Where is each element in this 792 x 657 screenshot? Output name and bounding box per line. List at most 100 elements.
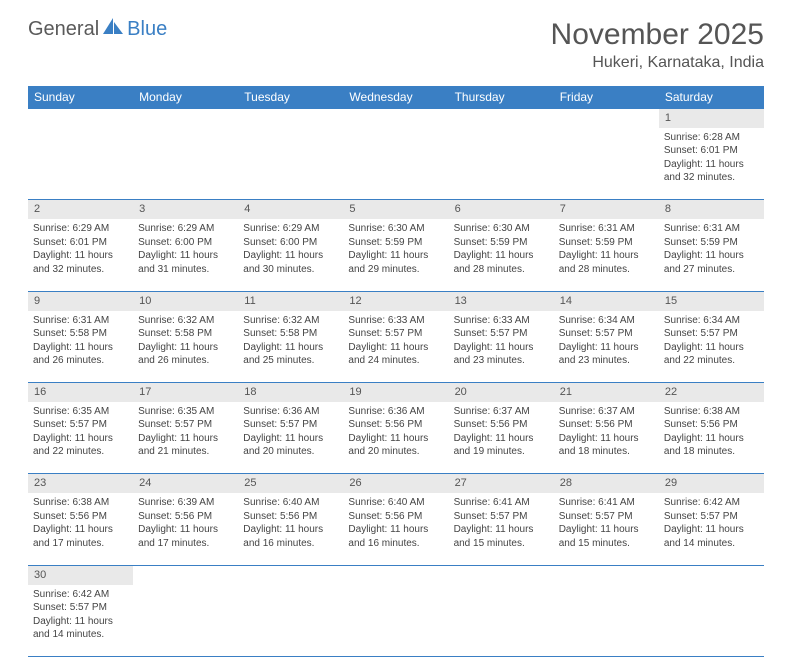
day-cell: [343, 585, 448, 657]
sunrise-text: Sunrise: 6:38 AM: [33, 496, 128, 510]
day-cell: Sunrise: 6:29 AMSunset: 6:01 PMDaylight:…: [28, 219, 133, 291]
day-cell: Sunrise: 6:30 AMSunset: 5:59 PMDaylight:…: [449, 219, 554, 291]
day-number-cell: 1: [659, 109, 764, 128]
daylight-text-1: Daylight: 11 hours: [559, 432, 654, 446]
sunrise-text: Sunrise: 6:33 AM: [454, 314, 549, 328]
daylight-text-1: Daylight: 11 hours: [243, 523, 338, 537]
day-number-cell: 26: [343, 474, 448, 493]
day-number-cell: [28, 109, 133, 128]
sunrise-text: Sunrise: 6:29 AM: [138, 222, 233, 236]
sail-icon: [103, 18, 125, 41]
day-number-cell: 4: [238, 200, 343, 219]
sunset-text: Sunset: 5:56 PM: [138, 510, 233, 524]
day-number-cell: 20: [449, 383, 554, 402]
daylight-text-2: and 14 minutes.: [33, 628, 128, 642]
day-cell: Sunrise: 6:31 AMSunset: 5:59 PMDaylight:…: [554, 219, 659, 291]
daylight-text-2: and 32 minutes.: [33, 263, 128, 277]
day-number-cell: 30: [28, 565, 133, 584]
sunset-text: Sunset: 5:57 PM: [243, 418, 338, 432]
day-number-cell: 25: [238, 474, 343, 493]
daynum-row: 23242526272829: [28, 474, 764, 493]
sunrise-text: Sunrise: 6:41 AM: [454, 496, 549, 510]
daylight-text-1: Daylight: 11 hours: [454, 432, 549, 446]
sunrise-text: Sunrise: 6:40 AM: [243, 496, 338, 510]
sunset-text: Sunset: 5:57 PM: [559, 327, 654, 341]
location-text: Hukeri, Karnataka, India: [551, 54, 764, 72]
day-number-cell: 8: [659, 200, 764, 219]
day-cell: [28, 128, 133, 200]
day-number-cell: [133, 109, 238, 128]
daylight-text-1: Daylight: 11 hours: [33, 249, 128, 263]
sunrise-text: Sunrise: 6:32 AM: [243, 314, 338, 328]
day-cell: Sunrise: 6:41 AMSunset: 5:57 PMDaylight:…: [449, 493, 554, 565]
brand-part2: Blue: [127, 18, 167, 41]
day-number-cell: [238, 565, 343, 584]
daylight-text-1: Daylight: 11 hours: [348, 249, 443, 263]
day-number-cell: [238, 109, 343, 128]
weekday-header: Tuesday: [238, 86, 343, 109]
sunset-text: Sunset: 5:56 PM: [348, 510, 443, 524]
daylight-text-1: Daylight: 11 hours: [33, 341, 128, 355]
day-cell: Sunrise: 6:37 AMSunset: 5:56 PMDaylight:…: [554, 402, 659, 474]
daylight-text-1: Daylight: 11 hours: [138, 432, 233, 446]
day-number-cell: 16: [28, 383, 133, 402]
day-number-cell: 12: [343, 291, 448, 310]
day-number-cell: 10: [133, 291, 238, 310]
daylight-text-2: and 24 minutes.: [348, 354, 443, 368]
daylight-text-2: and 23 minutes.: [559, 354, 654, 368]
weekday-header: Thursday: [449, 86, 554, 109]
sunrise-text: Sunrise: 6:35 AM: [138, 405, 233, 419]
weekday-header-row: Sunday Monday Tuesday Wednesday Thursday…: [28, 86, 764, 109]
week-row: Sunrise: 6:42 AMSunset: 5:57 PMDaylight:…: [28, 585, 764, 657]
sunrise-text: Sunrise: 6:28 AM: [664, 131, 759, 145]
day-cell: Sunrise: 6:31 AMSunset: 5:58 PMDaylight:…: [28, 311, 133, 383]
daylight-text-2: and 31 minutes.: [138, 263, 233, 277]
daylight-text-2: and 27 minutes.: [664, 263, 759, 277]
daylight-text-2: and 19 minutes.: [454, 445, 549, 459]
day-number-cell: 14: [554, 291, 659, 310]
day-cell: [238, 585, 343, 657]
daylight-text-1: Daylight: 11 hours: [664, 158, 759, 172]
day-cell: [238, 128, 343, 200]
daylight-text-1: Daylight: 11 hours: [33, 432, 128, 446]
daylight-text-2: and 16 minutes.: [243, 537, 338, 551]
day-cell: Sunrise: 6:36 AMSunset: 5:57 PMDaylight:…: [238, 402, 343, 474]
brand-logo: General Blue: [28, 18, 167, 41]
sunset-text: Sunset: 5:57 PM: [348, 327, 443, 341]
daylight-text-2: and 25 minutes.: [243, 354, 338, 368]
day-cell: Sunrise: 6:32 AMSunset: 5:58 PMDaylight:…: [133, 311, 238, 383]
day-cell: Sunrise: 6:39 AMSunset: 5:56 PMDaylight:…: [133, 493, 238, 565]
daylight-text-1: Daylight: 11 hours: [348, 523, 443, 537]
daylight-text-1: Daylight: 11 hours: [33, 615, 128, 629]
day-number-cell: 23: [28, 474, 133, 493]
weekday-header: Saturday: [659, 86, 764, 109]
day-cell: Sunrise: 6:42 AMSunset: 5:57 PMDaylight:…: [28, 585, 133, 657]
day-cell: [659, 585, 764, 657]
sunset-text: Sunset: 5:56 PM: [348, 418, 443, 432]
day-cell: [133, 585, 238, 657]
day-number-cell: 18: [238, 383, 343, 402]
day-number-cell: 15: [659, 291, 764, 310]
sunrise-text: Sunrise: 6:39 AM: [138, 496, 233, 510]
sunset-text: Sunset: 5:57 PM: [454, 327, 549, 341]
daylight-text-1: Daylight: 11 hours: [454, 341, 549, 355]
sunset-text: Sunset: 5:56 PM: [243, 510, 338, 524]
sunset-text: Sunset: 5:57 PM: [664, 327, 759, 341]
day-number-cell: 2: [28, 200, 133, 219]
day-cell: Sunrise: 6:36 AMSunset: 5:56 PMDaylight:…: [343, 402, 448, 474]
daynum-row: 30: [28, 565, 764, 584]
sunset-text: Sunset: 5:58 PM: [33, 327, 128, 341]
day-cell: Sunrise: 6:28 AMSunset: 6:01 PMDaylight:…: [659, 128, 764, 200]
day-cell: Sunrise: 6:40 AMSunset: 5:56 PMDaylight:…: [343, 493, 448, 565]
sunrise-text: Sunrise: 6:34 AM: [664, 314, 759, 328]
day-cell: [449, 585, 554, 657]
sunset-text: Sunset: 5:57 PM: [33, 601, 128, 615]
day-number-cell: [554, 109, 659, 128]
sunset-text: Sunset: 6:00 PM: [243, 236, 338, 250]
daylight-text-2: and 30 minutes.: [243, 263, 338, 277]
day-number-cell: [449, 565, 554, 584]
sunset-text: Sunset: 5:57 PM: [559, 510, 654, 524]
day-number-cell: 28: [554, 474, 659, 493]
day-number-cell: [133, 565, 238, 584]
daylight-text-2: and 32 minutes.: [664, 171, 759, 185]
